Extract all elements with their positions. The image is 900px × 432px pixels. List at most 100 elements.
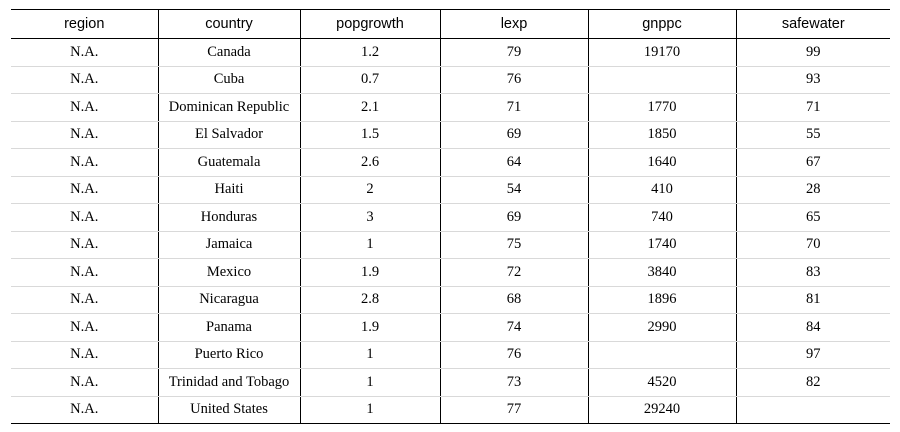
cell-popgrowth: 3 xyxy=(299,203,440,232)
cell-gnppc: 2990 xyxy=(587,313,736,342)
cell-country: Puerto Rico xyxy=(157,341,300,369)
cell-region: N.A. xyxy=(11,121,158,149)
table-header: region country popgrowth lexp gnppc safe… xyxy=(11,9,890,39)
table-row: N.A. Trinidad and Tobago 1 73 4520 82 xyxy=(11,368,890,397)
cell-country: Honduras xyxy=(157,203,300,232)
cell-lexp: 69 xyxy=(439,203,588,232)
cell-popgrowth: 2.1 xyxy=(299,93,440,122)
cell-country: El Salvador xyxy=(157,121,300,149)
cell-region: N.A. xyxy=(11,66,158,94)
column-header-gnppc: gnppc xyxy=(587,9,736,39)
cell-popgrowth: 1.9 xyxy=(299,313,440,342)
column-header-country: country xyxy=(157,9,300,39)
cell-popgrowth: 1.2 xyxy=(299,38,440,67)
cell-country: Canada xyxy=(157,38,300,67)
data-table: region country popgrowth lexp gnppc safe… xyxy=(11,9,890,424)
cell-region: N.A. xyxy=(11,176,158,204)
cell-popgrowth: 1 xyxy=(299,231,440,259)
cell-gnppc: 1640 xyxy=(587,148,736,177)
cell-lexp: 75 xyxy=(439,231,588,259)
cell-gnppc: 1740 xyxy=(587,231,736,259)
cell-gnppc: 1850 xyxy=(587,121,736,149)
cell-region: N.A. xyxy=(11,368,158,397)
cell-popgrowth: 0.7 xyxy=(299,66,440,94)
cell-popgrowth: 2.6 xyxy=(299,148,440,177)
cell-popgrowth: 1 xyxy=(299,368,440,397)
table-row: N.A. El Salvador 1.5 69 1850 55 xyxy=(11,121,890,149)
cell-safewater xyxy=(735,396,890,424)
cell-popgrowth: 2.8 xyxy=(299,286,440,314)
cell-lexp: 72 xyxy=(439,258,588,287)
header-row: region country popgrowth lexp gnppc safe… xyxy=(11,9,890,39)
cell-gnppc: 1896 xyxy=(587,286,736,314)
cell-gnppc: 740 xyxy=(587,203,736,232)
table-row: N.A. Haiti 2 54 410 28 xyxy=(11,176,890,204)
cell-region: N.A. xyxy=(11,258,158,287)
cell-safewater: 28 xyxy=(735,176,890,204)
table-row: N.A. Panama 1.9 74 2990 84 xyxy=(11,313,890,342)
cell-gnppc: 4520 xyxy=(587,368,736,397)
cell-region: N.A. xyxy=(11,203,158,232)
cell-country: Panama xyxy=(157,313,300,342)
table-row: N.A. Puerto Rico 1 76 97 xyxy=(11,341,890,369)
cell-gnppc: 3840 xyxy=(587,258,736,287)
column-header-popgrowth: popgrowth xyxy=(299,9,440,39)
cell-popgrowth: 1 xyxy=(299,396,440,424)
cell-country: Trinidad and Tobago xyxy=(157,368,300,397)
cell-region: N.A. xyxy=(11,313,158,342)
column-header-lexp: lexp xyxy=(439,9,588,39)
cell-lexp: 54 xyxy=(439,176,588,204)
cell-gnppc xyxy=(587,341,736,369)
cell-lexp: 76 xyxy=(439,66,588,94)
cell-region: N.A. xyxy=(11,93,158,122)
cell-lexp: 79 xyxy=(439,38,588,67)
cell-region: N.A. xyxy=(11,396,158,424)
table-row: N.A. United States 1 77 29240 xyxy=(11,396,890,424)
cell-safewater: 65 xyxy=(735,203,890,232)
table-row: N.A. Guatemala 2.6 64 1640 67 xyxy=(11,148,890,177)
cell-gnppc: 410 xyxy=(587,176,736,204)
cell-lexp: 74 xyxy=(439,313,588,342)
cell-safewater: 99 xyxy=(735,38,890,67)
table-row: N.A. Jamaica 1 75 1740 70 xyxy=(11,231,890,259)
cell-country: Dominican Republic xyxy=(157,93,300,122)
cell-lexp: 71 xyxy=(439,93,588,122)
cell-region: N.A. xyxy=(11,231,158,259)
cell-country: Nicaragua xyxy=(157,286,300,314)
cell-lexp: 76 xyxy=(439,341,588,369)
cell-country: Jamaica xyxy=(157,231,300,259)
table-row: N.A. Dominican Republic 2.1 71 1770 71 xyxy=(11,93,890,122)
cell-gnppc xyxy=(587,66,736,94)
cell-country: Guatemala xyxy=(157,148,300,177)
table-body: N.A. Canada 1.2 79 19170 99 N.A. Cuba 0.7 76 93 N.A… xyxy=(11,38,890,424)
cell-gnppc: 29240 xyxy=(587,396,736,424)
table-row: N.A. Canada 1.2 79 19170 99 xyxy=(11,38,890,67)
cell-lexp: 73 xyxy=(439,368,588,397)
table-row: N.A. Nicaragua 2.8 68 1896 81 xyxy=(11,286,890,314)
cell-lexp: 77 xyxy=(439,396,588,424)
cell-safewater: 83 xyxy=(735,258,890,287)
cell-country: Haiti xyxy=(157,176,300,204)
cell-safewater: 70 xyxy=(735,231,890,259)
table-row: N.A. Mexico 1.9 72 3840 83 xyxy=(11,258,890,287)
cell-gnppc: 1770 xyxy=(587,93,736,122)
cell-region: N.A. xyxy=(11,286,158,314)
cell-safewater: 82 xyxy=(735,368,890,397)
cell-country: United States xyxy=(157,396,300,424)
cell-safewater: 55 xyxy=(735,121,890,149)
cell-safewater: 84 xyxy=(735,313,890,342)
cell-popgrowth: 1.5 xyxy=(299,121,440,149)
cell-gnppc: 19170 xyxy=(587,38,736,67)
cell-lexp: 68 xyxy=(439,286,588,314)
column-header-safewater: safewater xyxy=(735,9,890,39)
table-row: N.A. Cuba 0.7 76 93 xyxy=(11,66,890,94)
cell-lexp: 69 xyxy=(439,121,588,149)
cell-safewater: 81 xyxy=(735,286,890,314)
cell-country: Mexico xyxy=(157,258,300,287)
data-table-container: region country popgrowth lexp gnppc safe… xyxy=(11,9,890,424)
cell-region: N.A. xyxy=(11,341,158,369)
table-row: N.A. Honduras 3 69 740 65 xyxy=(11,203,890,232)
cell-safewater: 93 xyxy=(735,66,890,94)
cell-popgrowth: 1.9 xyxy=(299,258,440,287)
cell-region: N.A. xyxy=(11,148,158,177)
